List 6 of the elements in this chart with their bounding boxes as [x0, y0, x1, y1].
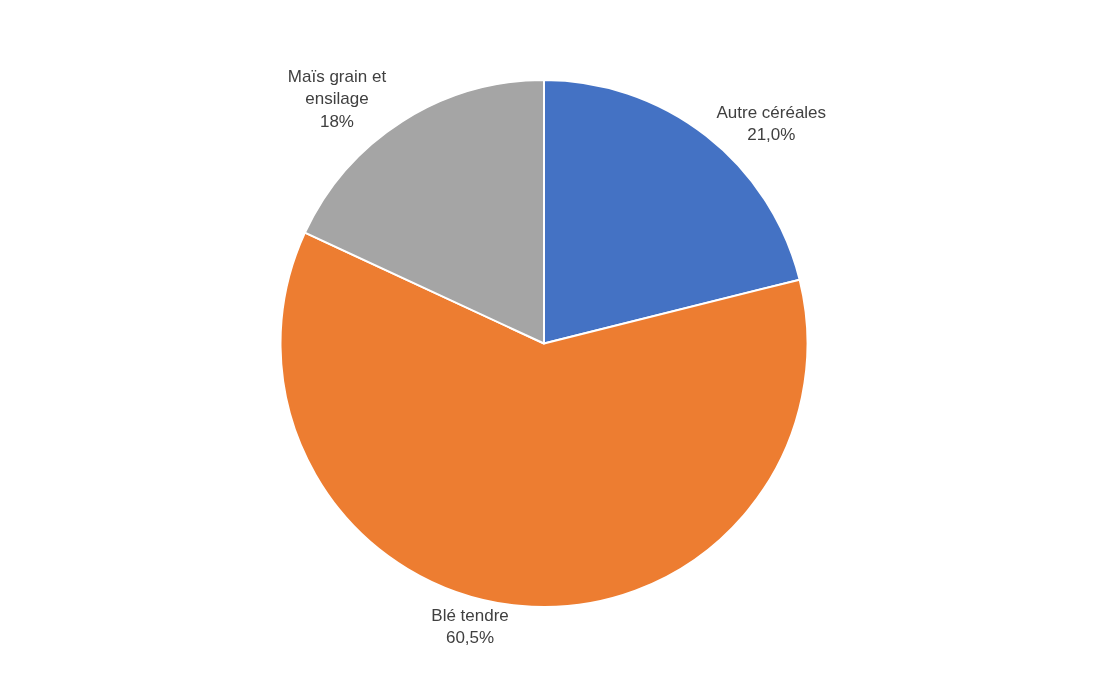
data-label: 60,5% [445, 627, 495, 647]
slice-label: Blé tendre [431, 605, 509, 625]
data-label: 18% [319, 111, 354, 131]
data-label: 21,0% [747, 124, 796, 144]
slice-label: Autre céréales [716, 102, 827, 122]
slice-label: Maïs grain et ensilage [287, 67, 387, 109]
